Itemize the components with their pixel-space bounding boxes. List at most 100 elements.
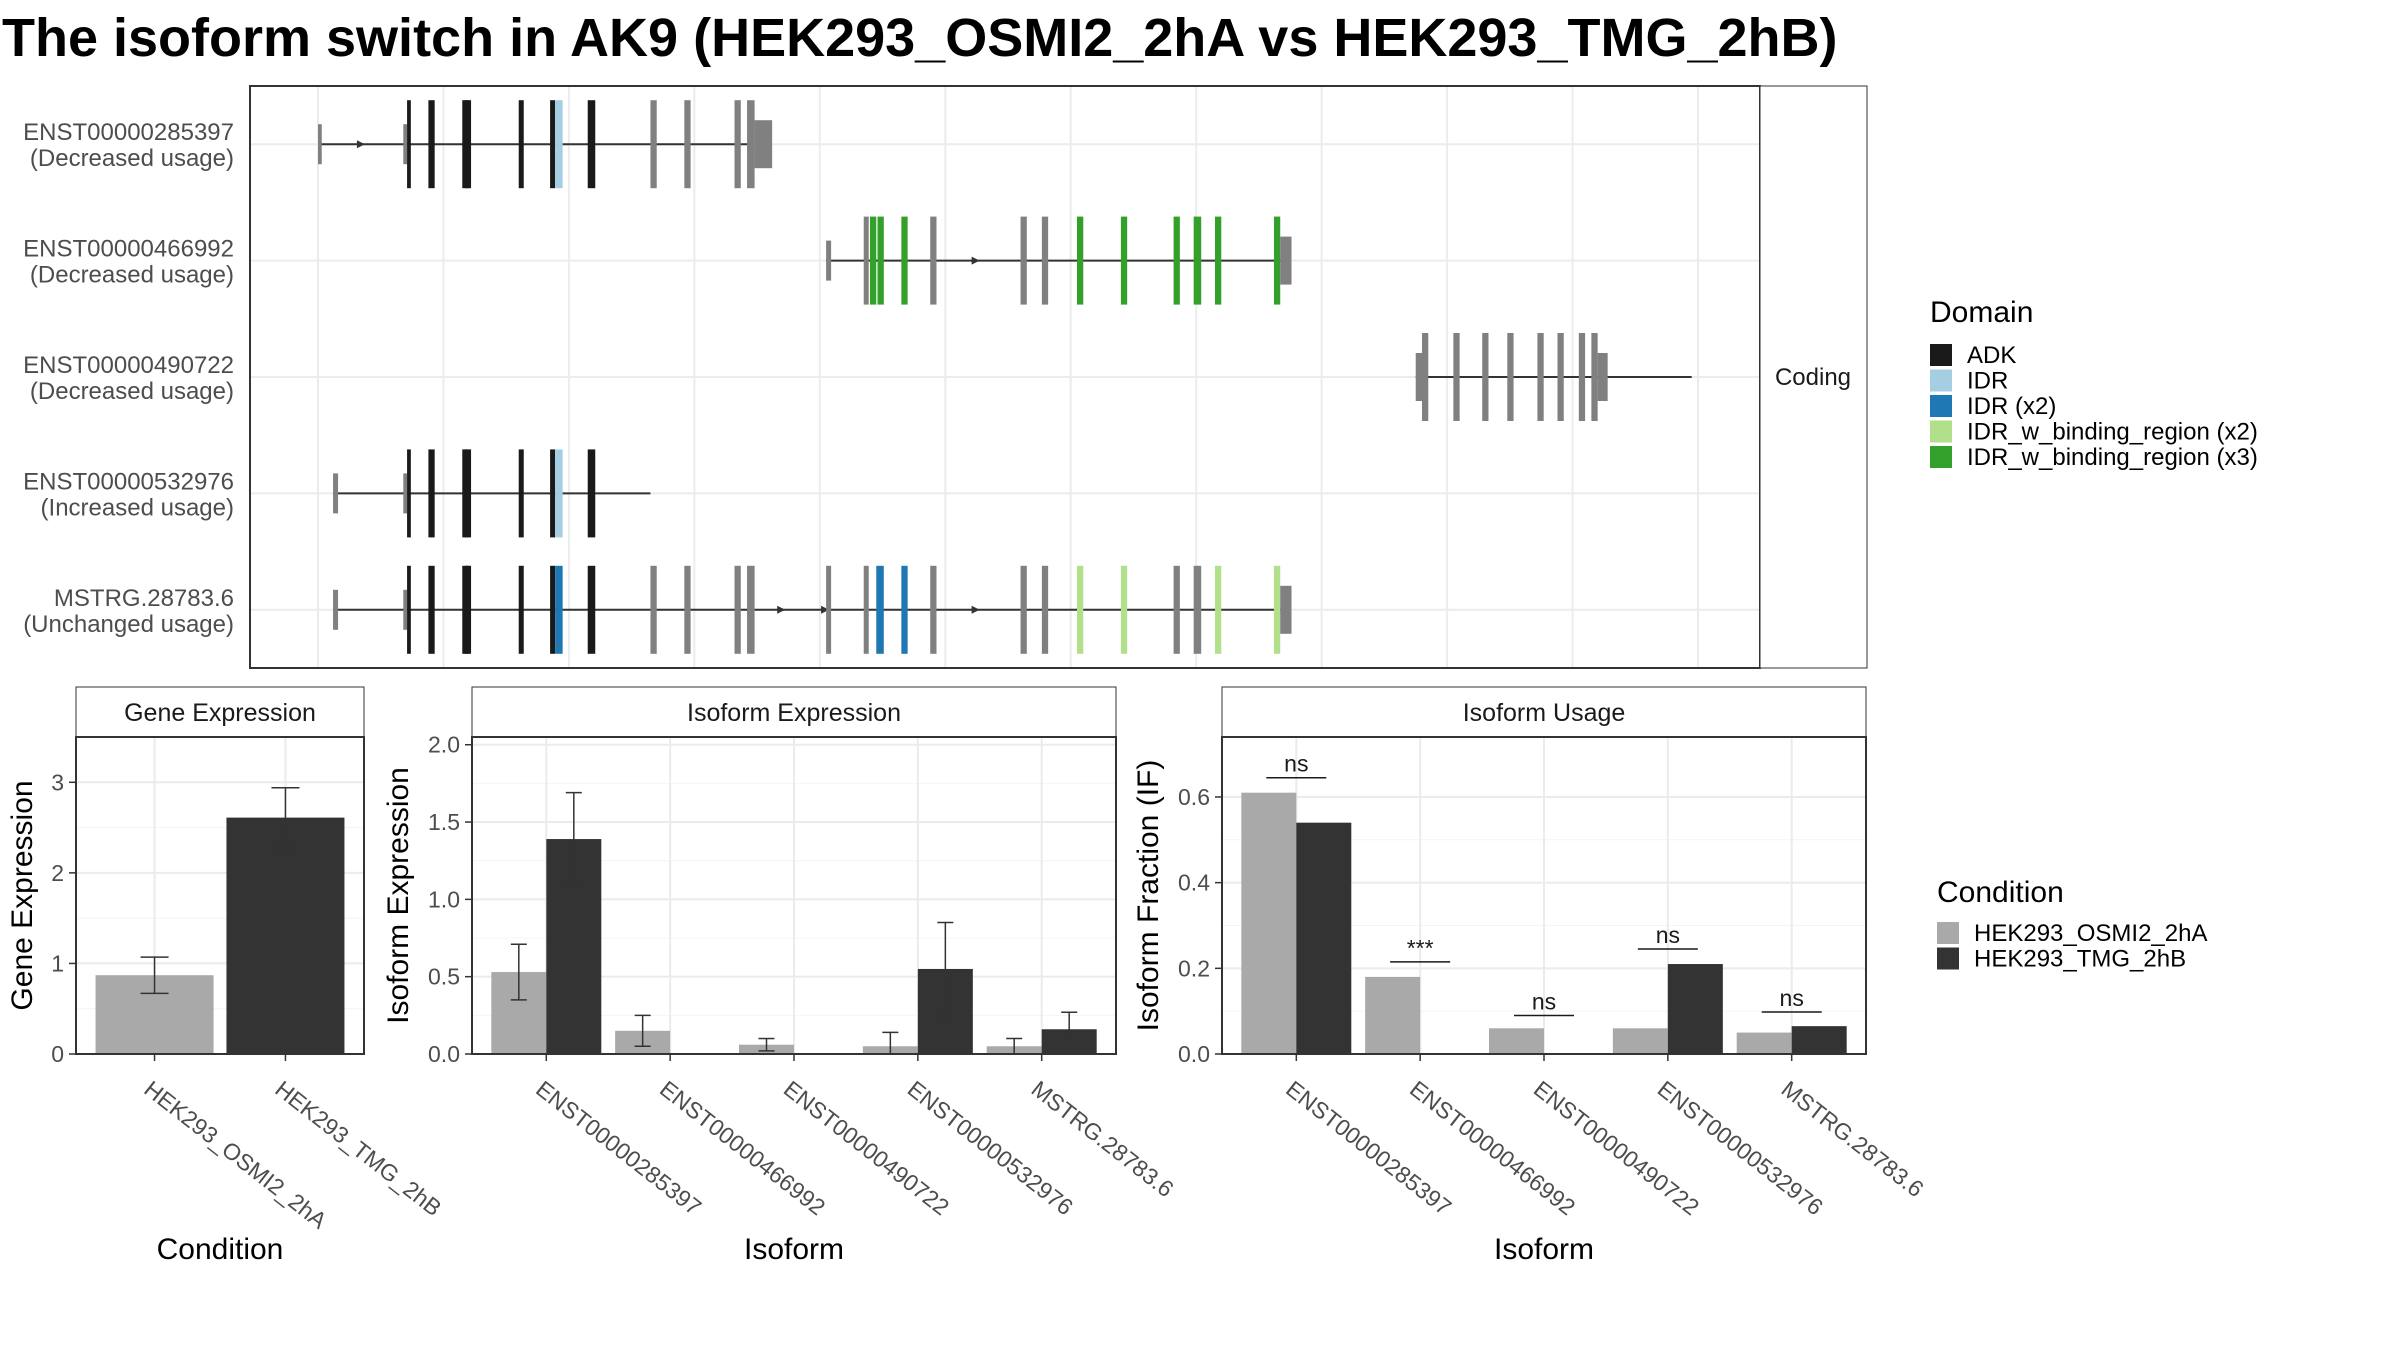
significance-label: ns [1532, 988, 1556, 1014]
y-tick-label: 0.2 [1178, 955, 1210, 981]
exon-block [901, 565, 908, 654]
exon-block [1041, 565, 1049, 654]
exon-block [550, 100, 556, 189]
exon-block [403, 589, 408, 630]
exon-block [877, 216, 884, 305]
y-tick-label: 0.0 [428, 1041, 460, 1067]
exon-block [333, 589, 339, 630]
y-tick-label: 3 [51, 769, 64, 795]
domain-legend-label: ADK [1967, 342, 2016, 369]
exon-block [876, 565, 884, 654]
bar [226, 817, 345, 1054]
exon-block [901, 216, 908, 305]
y-tick-label: 0.5 [428, 964, 460, 990]
y-tick-label: 0.0 [1178, 1041, 1210, 1067]
exon-block [333, 473, 339, 514]
exon-block [555, 100, 563, 189]
isoform-usage-status: (Decreased usage) [30, 145, 234, 172]
panel-strip-title: Gene Expression [124, 699, 316, 727]
y-tick-label: 2 [51, 860, 64, 886]
exon-block [1557, 333, 1564, 421]
exon-block [863, 216, 869, 305]
isoform-id-label: ENST00000532976 [23, 468, 234, 495]
significance-label: ns [1780, 985, 1804, 1011]
exon-block [407, 100, 411, 189]
exon-block [550, 565, 556, 654]
isoform-id-label: MSTRG.28783.6 [54, 585, 234, 612]
panel-strip [1221, 686, 1867, 738]
panel-border [75, 736, 365, 1055]
domain-legend-swatch [1930, 420, 1952, 443]
strand-arrow [821, 605, 830, 614]
exon-block [1120, 216, 1128, 305]
domain-legend-label: IDR (x2) [1967, 393, 2056, 420]
exon-block [1578, 333, 1586, 421]
isoform-structure-panel: ENST00000285397(Decreased usage)ENST0000… [23, 85, 1868, 669]
figure-title: The isoform switch in AK9 (HEK293_OSMI2_… [2, 8, 1838, 68]
isoform-usage-status: (Increased usage) [41, 494, 234, 521]
exon-block [650, 565, 657, 654]
bar [1365, 976, 1421, 1054]
exon-block [930, 216, 937, 305]
exon-block [734, 100, 741, 189]
x-axis-title: Isoform [744, 1233, 844, 1266]
strand-arrow [356, 140, 365, 149]
exon-block [407, 449, 411, 538]
y-tick-label: 0.4 [1178, 870, 1210, 896]
y-tick-label: 2.0 [428, 732, 460, 758]
exon-block [407, 565, 411, 654]
significance-label: *** [1407, 935, 1434, 961]
y-axis-title: Isoform Fraction (IF) [1132, 760, 1165, 1032]
exon-block [464, 100, 472, 189]
exon-block [587, 449, 596, 538]
exon-block [1077, 565, 1084, 654]
significance-label: ns [1284, 751, 1308, 777]
exon-block [684, 100, 691, 189]
exon-block [870, 216, 877, 305]
exon-block [1280, 585, 1292, 634]
isoform-usage-panel: Isoform Usage0.00.20.40.6ns***nsnsnsENST… [1132, 686, 1929, 1266]
x-axis-title: Isoform [1494, 1233, 1594, 1266]
condition-legend-swatch [1937, 947, 1959, 970]
exon-block [1020, 216, 1027, 305]
exon-block [747, 100, 755, 189]
exon-block [464, 565, 472, 654]
panel-strip-title: Isoform Usage [1463, 699, 1626, 727]
structure-strip [1759, 85, 1868, 669]
condition-legend-swatch [1937, 922, 1959, 944]
domain-legend-label: IDR_w_binding_region (x2) [1967, 419, 2258, 446]
exon-block [826, 240, 832, 281]
exon-block [863, 565, 869, 654]
exon-block [1193, 216, 1202, 305]
exon-block [428, 565, 435, 654]
bar [1296, 822, 1352, 1054]
bar [1791, 1026, 1847, 1054]
isoform-expression-panel: Isoform Expression0.00.51.01.52.0ENST000… [382, 686, 1179, 1266]
exon-block [754, 120, 773, 169]
x-axis-title: Condition [157, 1233, 284, 1266]
bar [1667, 964, 1723, 1054]
y-tick-label: 1.5 [428, 809, 460, 835]
panel-strip [471, 686, 1117, 738]
condition-legend-label: HEK293_OSMI2_2hA [1974, 920, 2207, 947]
isoform-id-label: ENST00000285397 [23, 119, 234, 146]
exon-block [518, 100, 524, 189]
exon-block [1173, 565, 1180, 654]
domain-legend-swatch [1930, 369, 1952, 392]
exon-block [1597, 353, 1608, 401]
panel-strip-title: Isoform Expression [687, 699, 901, 727]
bar [1612, 1028, 1668, 1054]
exon-block [464, 449, 472, 538]
bar [1736, 1032, 1792, 1054]
exon-block [1193, 565, 1202, 654]
exon-block [1020, 565, 1027, 654]
isoform-usage-status: (Decreased usage) [30, 378, 234, 405]
exon-block [403, 124, 408, 165]
domain-legend-label: IDR [1967, 368, 2008, 395]
domain-legend-swatch [1930, 446, 1952, 468]
domain-legend-swatch [1930, 344, 1952, 366]
exon-block [587, 565, 596, 654]
strand-arrow [971, 256, 980, 265]
exon-block [518, 565, 524, 654]
